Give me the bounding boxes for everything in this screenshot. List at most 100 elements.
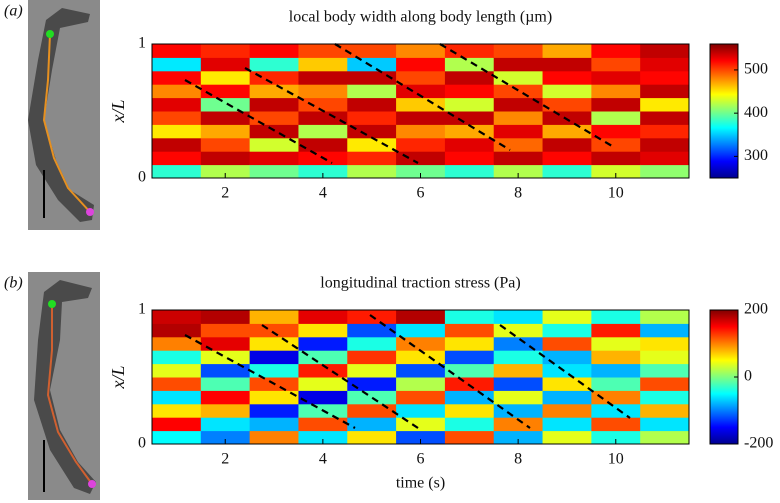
heat-cell xyxy=(396,44,446,58)
worm-image xyxy=(28,0,100,230)
heat-cell xyxy=(249,111,299,125)
heat-cell xyxy=(444,310,495,324)
heat-cell xyxy=(396,164,446,179)
heat-cell xyxy=(249,390,299,405)
heat-cell xyxy=(249,336,299,351)
x-tick-label: 10 xyxy=(608,185,624,202)
y-axis-label: x/L xyxy=(108,365,128,389)
heat-cell xyxy=(493,44,544,58)
heat-cell xyxy=(249,323,299,338)
heat-cell xyxy=(396,336,446,351)
heat-cell xyxy=(396,151,446,166)
heat-cell xyxy=(640,377,690,391)
heat-cell xyxy=(347,97,397,112)
heat-cell xyxy=(152,164,202,179)
heat-cell xyxy=(444,137,495,152)
heat-cell xyxy=(298,310,348,324)
x-tick-label: 6 xyxy=(417,185,425,202)
heat-cell xyxy=(396,310,446,324)
heat-cell xyxy=(640,336,690,351)
heat-cell xyxy=(640,124,690,139)
heat-cell xyxy=(347,403,397,418)
heat-cell xyxy=(444,84,495,99)
heat-cell xyxy=(640,111,690,125)
heat-cell xyxy=(298,336,348,351)
heat-cell xyxy=(347,111,397,125)
heat-cell xyxy=(347,124,397,139)
heat-cell xyxy=(347,151,397,166)
heat-cell xyxy=(249,97,299,112)
x-tick-label: 4 xyxy=(319,185,327,202)
heat-cell xyxy=(591,430,641,445)
x-tick-label: 6 xyxy=(417,451,425,468)
heat-cell xyxy=(591,323,641,338)
chart-title: local body width along body length (µm) xyxy=(289,9,552,26)
heat-cell xyxy=(249,151,299,166)
heat-cell xyxy=(493,57,544,72)
heat-cell xyxy=(493,137,544,152)
heat-cell xyxy=(542,323,592,338)
heat-cell xyxy=(298,57,348,72)
heat-cell xyxy=(347,390,397,405)
heat-cell xyxy=(542,336,592,351)
heat-cell xyxy=(591,403,641,418)
y-tick-label: 0 xyxy=(138,169,146,186)
heat-cell xyxy=(249,124,299,139)
heat-cell xyxy=(298,350,348,365)
heat-cell xyxy=(347,350,397,365)
heat-cell xyxy=(493,417,544,432)
heat-cell xyxy=(200,164,251,179)
heat-cell xyxy=(396,70,446,85)
heat-cell xyxy=(493,323,544,338)
heat-cell xyxy=(200,70,251,85)
heat-cell xyxy=(152,57,202,72)
heat-cell xyxy=(396,377,446,391)
heat-cell xyxy=(396,124,446,139)
heat-cell xyxy=(444,390,495,405)
heat-cell xyxy=(200,377,251,391)
x-tick-label: 8 xyxy=(514,185,522,202)
heat-cell xyxy=(493,84,544,99)
heat-cell xyxy=(591,336,641,351)
heat-cell xyxy=(542,417,592,432)
heat-cell xyxy=(493,310,544,324)
heat-cell xyxy=(152,310,202,324)
heat-cell xyxy=(396,430,446,445)
heat-cell xyxy=(640,430,690,445)
heat-cell xyxy=(640,417,690,432)
x-tick-label: 8 xyxy=(514,451,522,468)
heat-cell xyxy=(152,390,202,405)
heat-cell xyxy=(591,377,641,391)
heat-cell xyxy=(444,151,495,166)
heat-cell xyxy=(249,430,299,445)
heat-cell xyxy=(493,164,544,179)
x-axis-label: time (s) xyxy=(396,475,445,492)
heat-cell xyxy=(152,377,202,391)
heat-cell xyxy=(493,390,544,405)
heat-cell xyxy=(200,84,251,99)
heat-cell xyxy=(542,164,592,179)
heat-cell xyxy=(200,350,251,365)
heat-cell xyxy=(152,44,202,58)
heat-cell xyxy=(542,350,592,365)
heat-cell xyxy=(542,137,592,152)
heat-cell xyxy=(542,70,592,85)
heat-cell xyxy=(444,417,495,432)
heat-cell xyxy=(640,151,690,166)
heat-cell xyxy=(640,403,690,418)
heat-cell xyxy=(591,363,641,378)
heat-cell xyxy=(249,137,299,152)
heat-cell xyxy=(444,57,495,72)
heat-cell xyxy=(444,363,495,378)
heat-cell xyxy=(640,84,690,99)
x-tick-label: 2 xyxy=(221,185,229,202)
heat-cell xyxy=(444,430,495,445)
heat-cell xyxy=(249,363,299,378)
heat-cell xyxy=(249,57,299,72)
heat-cell xyxy=(347,164,397,179)
heat-cell xyxy=(200,417,251,432)
heat-cell xyxy=(249,310,299,324)
heat-cell xyxy=(542,390,592,405)
heat-cell xyxy=(591,310,641,324)
